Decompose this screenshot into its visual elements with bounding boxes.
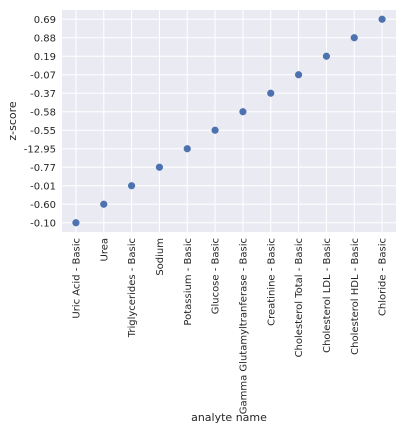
y-tick-label: -0.60 xyxy=(30,200,56,211)
x-tick-label: Gamma Glutamyltranferase - Basic xyxy=(238,238,249,414)
data-point xyxy=(294,71,303,79)
x-tick-label: Sodium xyxy=(155,238,166,276)
x-tick-label: Cholesterol Total - Basic xyxy=(294,238,305,357)
x-tick-label: Potassium - Basic xyxy=(183,238,194,326)
y-tick-label: -0.10 xyxy=(30,218,56,229)
y-tick-label: -0.01 xyxy=(30,181,56,192)
data-point xyxy=(239,108,247,116)
data-point xyxy=(378,15,386,23)
y-axis-label: z-score xyxy=(6,101,19,141)
data-point xyxy=(211,126,219,134)
data-points xyxy=(72,15,386,227)
data-point xyxy=(183,145,191,153)
y-tick-label: -0.58 xyxy=(30,107,56,118)
y-tick-label: 0.88 xyxy=(34,33,56,44)
x-tick-label: Cholesterol LDL - Basic xyxy=(322,238,333,353)
x-tick-label: Chloride - Basic xyxy=(378,238,389,316)
data-point xyxy=(350,34,358,42)
x-tick-label: Creatinine - Basic xyxy=(266,238,277,326)
x-axis-label: analyte name xyxy=(191,411,267,424)
x-tick-label: Uric Acid - Basic xyxy=(71,238,82,319)
data-point xyxy=(72,219,80,227)
grid-lines xyxy=(62,10,396,232)
y-tick-label: -0.37 xyxy=(30,89,56,100)
data-point xyxy=(155,163,164,171)
x-tick-label: Glucose - Basic xyxy=(211,238,222,314)
data-point xyxy=(322,52,331,60)
plot-area xyxy=(62,10,396,232)
y-tick-labels: -0.10 -0.60 -0.01 -0.77 -12.95 -0.55 -0.58 -0.3… xyxy=(24,15,56,230)
x-tick-label: Urea xyxy=(99,238,110,262)
y-tick-label: 0.19 xyxy=(34,52,56,63)
y-tick-label: -0.55 xyxy=(30,126,56,137)
y-tick-label: -0.77 xyxy=(30,163,56,174)
y-tick-label: -12.95 xyxy=(24,144,56,155)
data-point xyxy=(267,89,275,97)
x-tick-label: Cholesterol HDL - Basic xyxy=(350,238,361,355)
y-tick-label: 0.69 xyxy=(34,15,56,26)
data-point xyxy=(127,182,136,190)
x-tick-labels: Uric Acid - Basic Urea Triglycerides - Bas… xyxy=(71,238,388,414)
x-tick-label: Triglycerides - Basic xyxy=(127,238,138,338)
data-point xyxy=(100,200,108,208)
y-tick-label: -0.07 xyxy=(30,70,56,81)
